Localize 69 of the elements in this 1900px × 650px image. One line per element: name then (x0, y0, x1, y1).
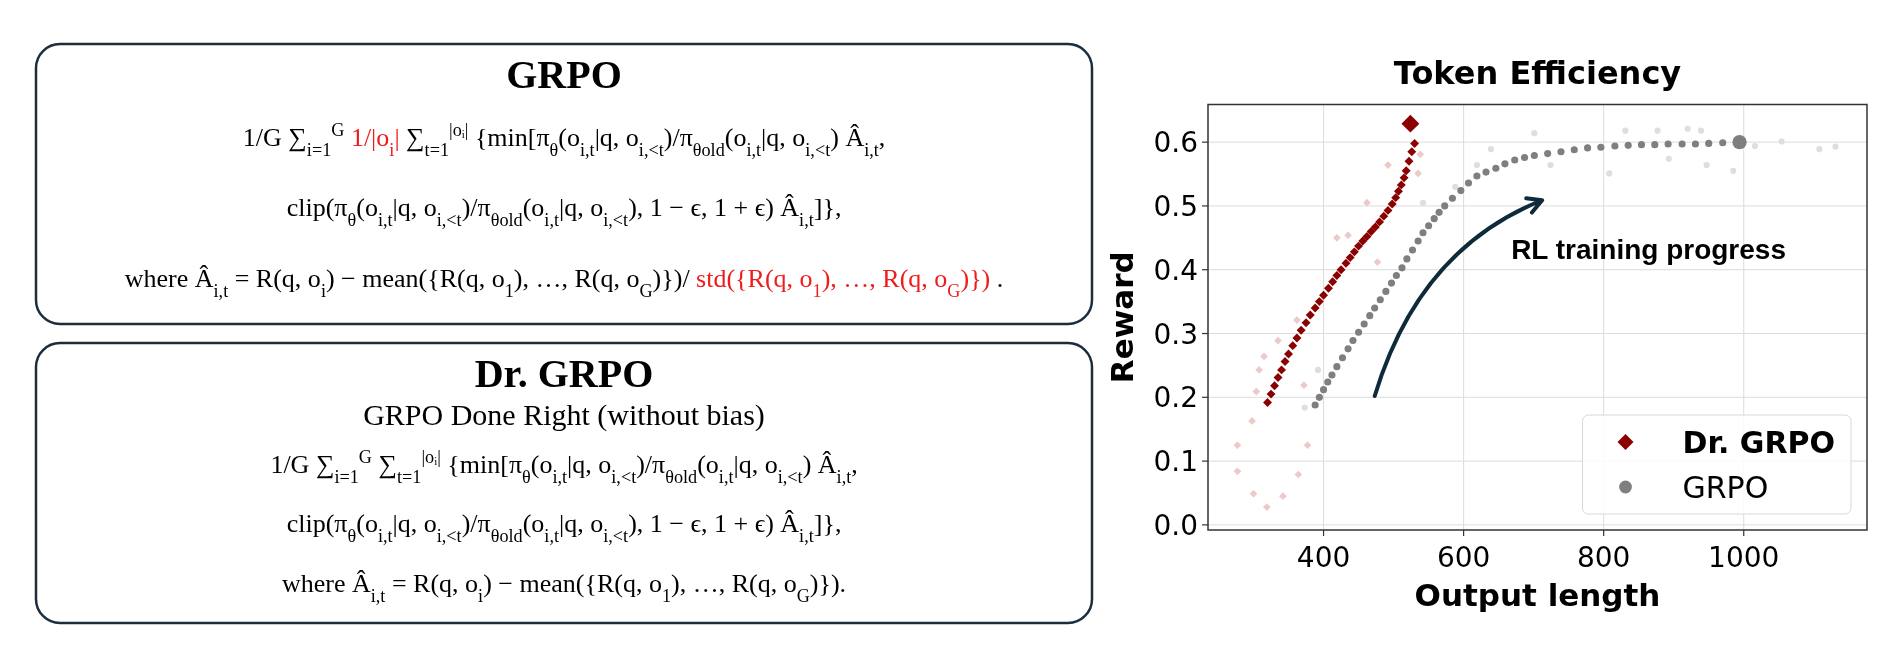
point (1233, 441, 1242, 450)
y-tick-label: 0.0 (1153, 508, 1198, 542)
point (1416, 150, 1425, 159)
y-tick-label: 0.4 (1153, 253, 1198, 287)
text: clip(π$_{θ}$(o$_{i,t}$|q, o$_{i,<t}$)/π$_{θold}$(o$_{i,t}$|q, o$_{i,<t}$), 1 − ϵ, 1 + ϵ) Â$_{i,t}$]}, (286, 193, 842, 231)
point (1301, 404, 1308, 411)
point (1452, 183, 1459, 190)
point (1279, 492, 1287, 501)
point (1300, 381, 1308, 390)
text: std({R(q, o$_{1}$), …, R(q, o$_{G}$)}) (696, 263, 991, 301)
point (1255, 366, 1263, 374)
text: Dr. GRPO (474, 351, 654, 396)
point (1751, 142, 1759, 150)
point (1606, 170, 1613, 177)
y-axis-title: Reward (1104, 251, 1140, 384)
point (1654, 127, 1661, 134)
text: clip(π$_{θ}$(o$_{i,t}$|q, o$_{i,<t}$)/π$_{θold}$(o$_{i,t}$|q, o$_{i,<t}$), 1 − ϵ, 1 + ϵ) Â$_{i,t}$]}, (286, 509, 842, 547)
text: where Â$_{i,t}$ = R(q, o$_{i}$) − mean({R(q, o$_{1}$), …, R(q, o$_{G}$)})/ (124, 263, 690, 301)
point (1293, 316, 1301, 324)
point (1363, 198, 1371, 207)
x-tick-label: 600 (1436, 541, 1491, 574)
point (1332, 233, 1341, 242)
point (1344, 231, 1352, 240)
point (1414, 169, 1422, 178)
point (1697, 127, 1705, 134)
point (1274, 336, 1282, 345)
point (1419, 199, 1427, 206)
text: 1/|o$_{i}$| (350, 122, 400, 160)
point (1233, 467, 1242, 476)
annotation: RL training progress (1511, 234, 1786, 266)
y-tick-label: 0.3 (1153, 317, 1198, 351)
point (1547, 162, 1554, 169)
text: GRPO Done Right (without bias) (363, 398, 765, 432)
point (1314, 366, 1322, 373)
point (1622, 127, 1629, 134)
x-tick-label: 400 (1296, 541, 1351, 574)
y-tick-label: 0.2 (1153, 381, 1198, 415)
x-axis-title: Output length (1414, 577, 1661, 613)
point (1703, 162, 1710, 169)
point (1294, 470, 1303, 479)
point (1252, 387, 1261, 396)
text: ∑$_{t=1}$$^{|oᵢ|}$ {min[π$_{θ}$(o$_{i,t}$|q, o$_{i,<t}$)/π$_{θold}$(o$_{i,t}$|q, o$_{i,<t}$) Â$_{i,t}$, (406, 119, 886, 160)
point (1262, 503, 1271, 511)
point (1778, 138, 1785, 145)
text: where Â$_{i,t}$ = R(q, o$_{i}$) − mean({R(q, o$_{1}$), …, R(q, o$_{G}$)}). (281, 568, 847, 606)
y-tick-label: 0.5 (1153, 190, 1198, 224)
point (1684, 125, 1691, 132)
text: 1/G ∑$_{i=1}$$^{G}$ ∑$_{t=1}$$^{|oᵢ|}$ {min[π$_{θ}$(o$_{i,t}$|q, o$_{i,<t}$)/π$_{θold}$(o$_{i,t}$|q, o$_{i,<t}$) Â$_{i,t}$, (270, 446, 858, 487)
point (1832, 143, 1839, 150)
y-tick-label: 0.1 (1153, 445, 1198, 479)
point (1816, 146, 1823, 153)
point (1303, 441, 1312, 450)
text: . (996, 263, 1004, 293)
point (1260, 352, 1268, 361)
y-tick-label: 0.6 (1153, 126, 1198, 160)
point (1730, 167, 1737, 174)
chart-title: Token Efficiency (1393, 53, 1682, 92)
point (1487, 146, 1495, 153)
point (1373, 258, 1382, 266)
point (1249, 489, 1258, 498)
legend-label: GRPO (1682, 469, 1769, 505)
point (1531, 130, 1538, 137)
point (1248, 417, 1256, 425)
x-tick-label: 800 (1576, 541, 1631, 574)
point (1665, 155, 1672, 162)
text: GRPO (506, 52, 622, 97)
legend-label: Dr. GRPO (1682, 424, 1836, 460)
x-tick-label: 1000 (1708, 541, 1780, 574)
point (1473, 162, 1481, 169)
